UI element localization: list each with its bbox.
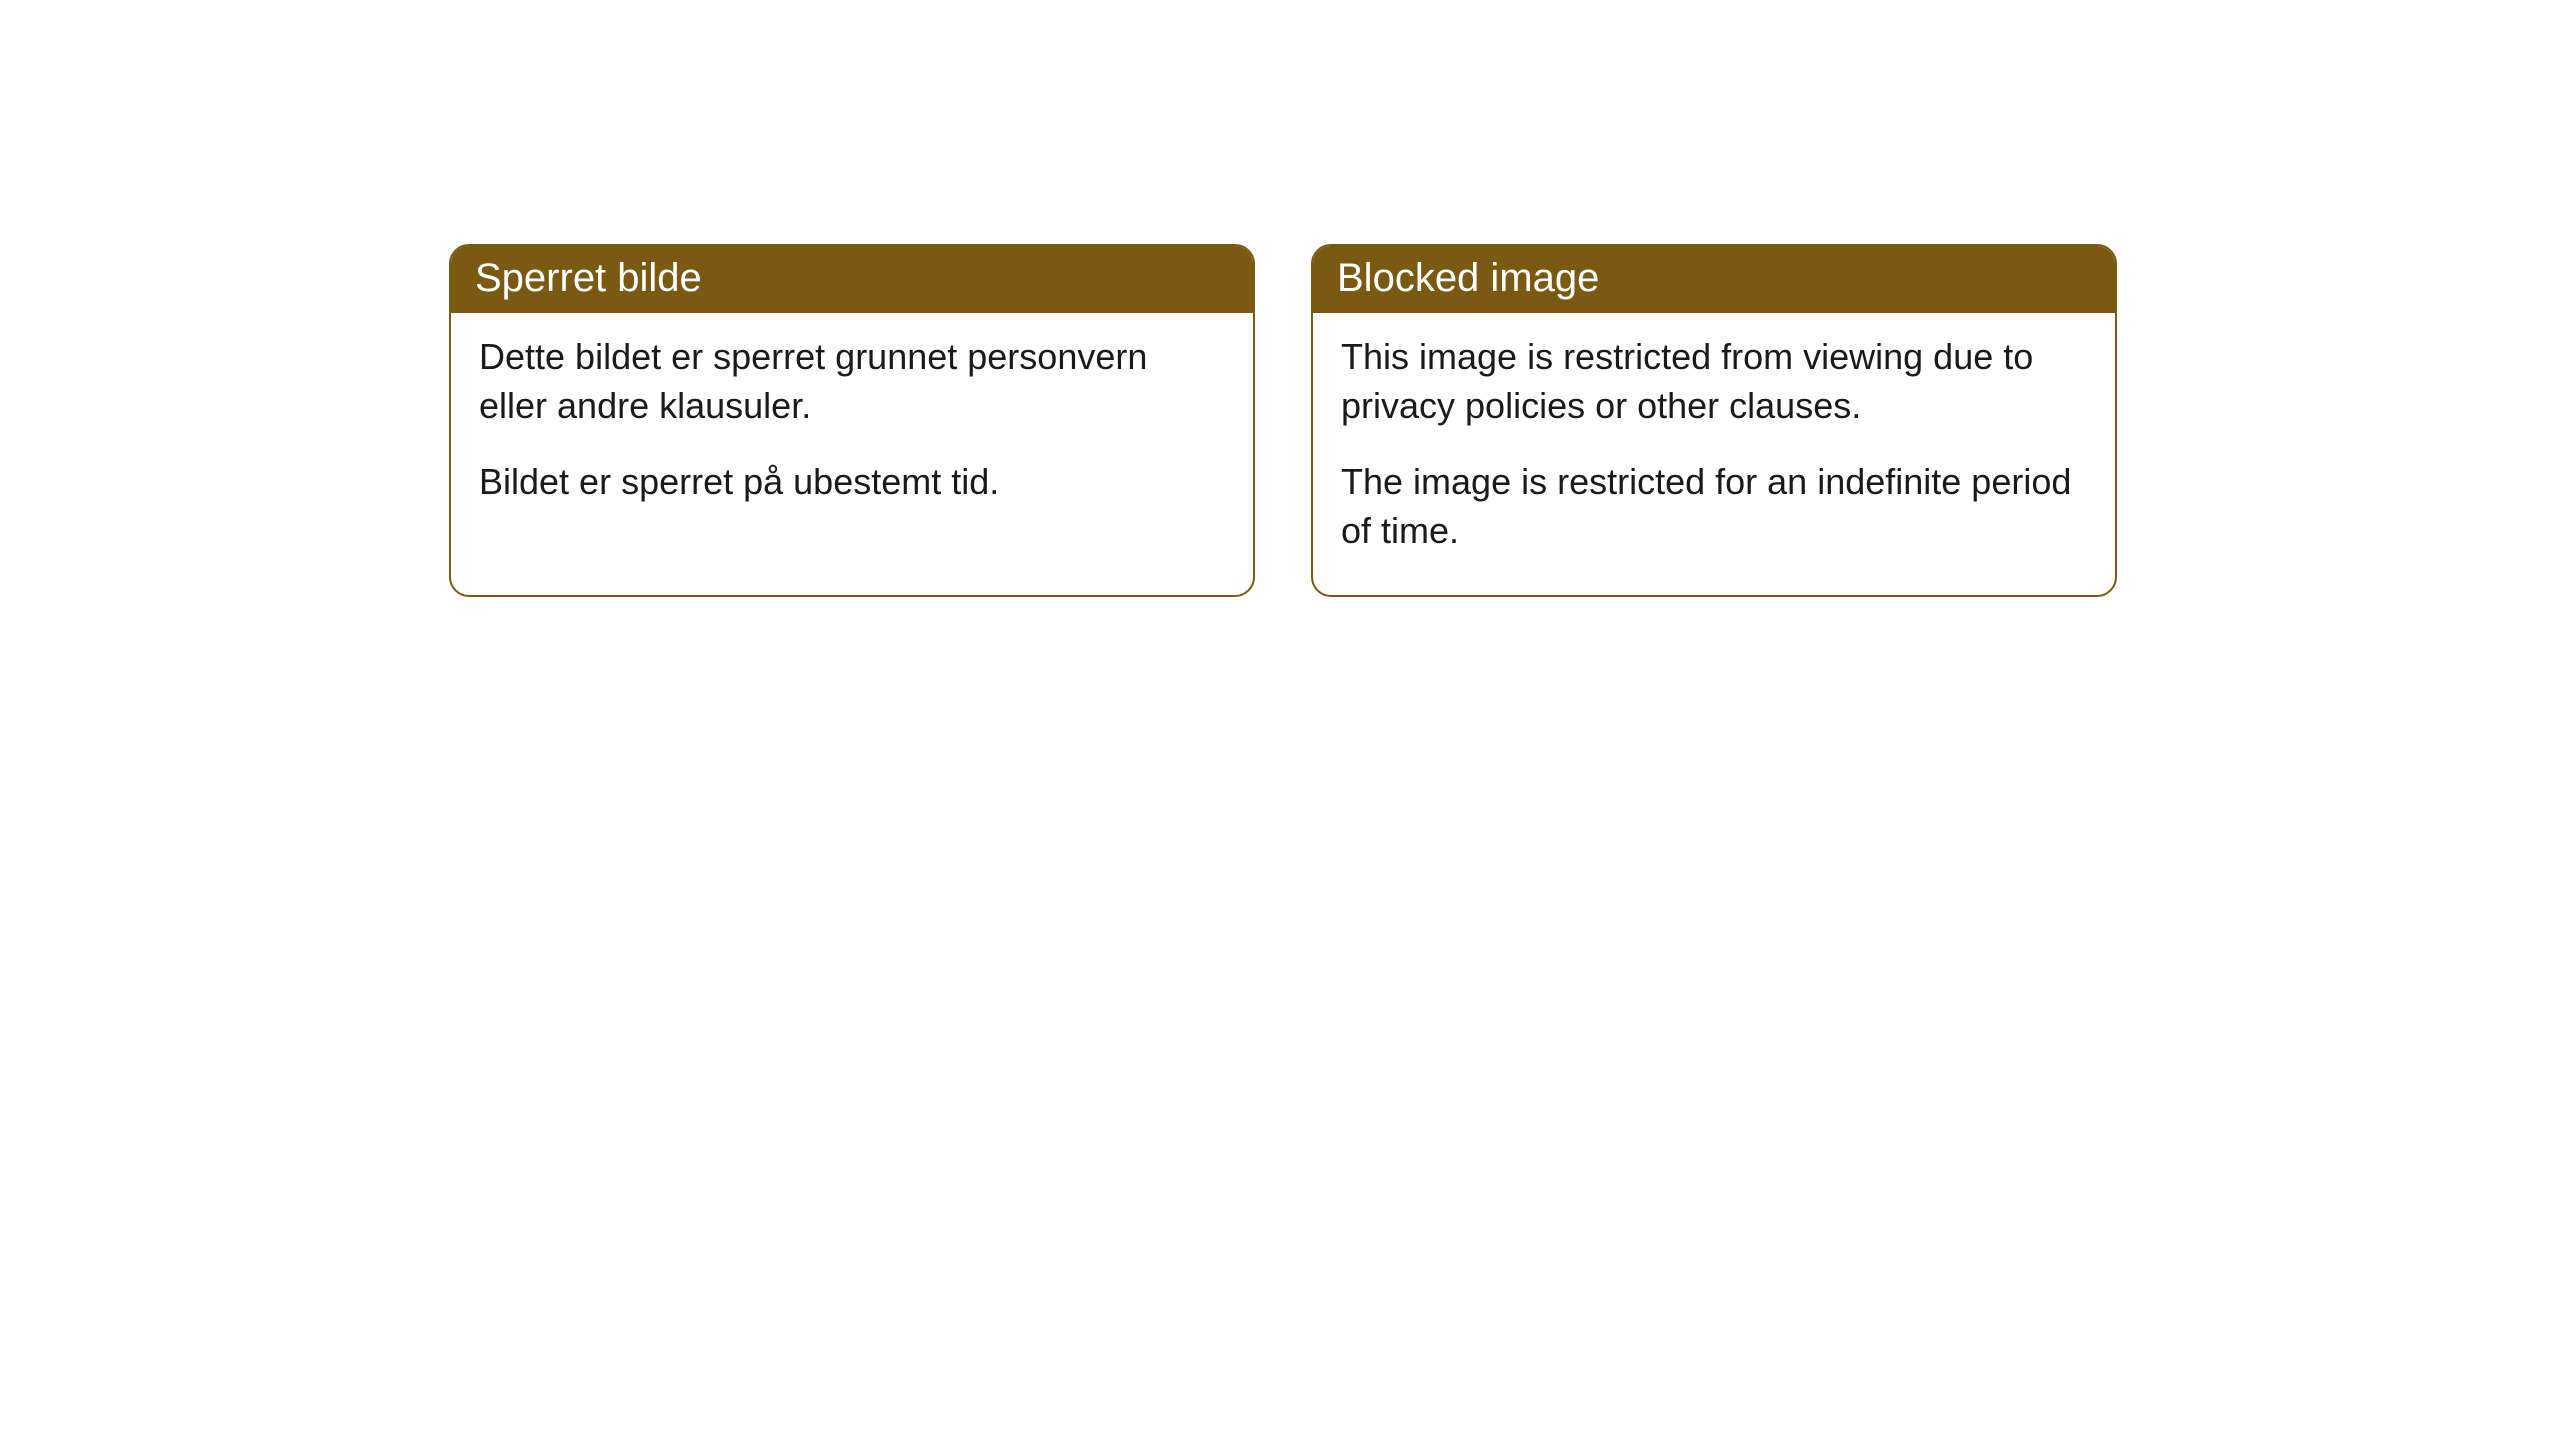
notice-cards-row: Sperret bilde Dette bildet er sperret gr… bbox=[0, 0, 2560, 597]
card-title: Blocked image bbox=[1313, 246, 2115, 313]
card-title: Sperret bilde bbox=[451, 246, 1253, 313]
blocked-image-card-no: Sperret bilde Dette bildet er sperret gr… bbox=[449, 244, 1255, 597]
card-paragraph: The image is restricted for an indefinit… bbox=[1341, 458, 2087, 555]
card-body: This image is restricted from viewing du… bbox=[1313, 313, 2115, 595]
card-body: Dette bildet er sperret grunnet personve… bbox=[451, 313, 1253, 547]
card-paragraph: This image is restricted from viewing du… bbox=[1341, 333, 2087, 430]
card-paragraph: Bildet er sperret på ubestemt tid. bbox=[479, 458, 1225, 507]
card-paragraph: Dette bildet er sperret grunnet personve… bbox=[479, 333, 1225, 430]
blocked-image-card-en: Blocked image This image is restricted f… bbox=[1311, 244, 2117, 597]
